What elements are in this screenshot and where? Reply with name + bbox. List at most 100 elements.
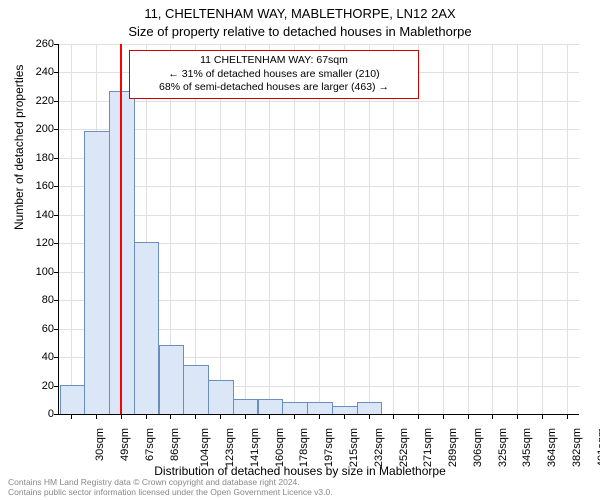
x-tick-label: 123sqm xyxy=(224,428,236,467)
x-tick-mark xyxy=(468,414,469,419)
y-tick-label: 260 xyxy=(14,38,54,50)
x-tick-label: 30sqm xyxy=(94,428,106,461)
y-tick-label: 140 xyxy=(14,209,54,221)
x-tick-label: 141sqm xyxy=(249,428,261,467)
bar xyxy=(159,345,185,414)
gridline-vertical xyxy=(319,44,320,414)
gridline-vertical xyxy=(468,44,469,414)
gridline-vertical xyxy=(195,44,196,414)
gridline-vertical xyxy=(294,44,295,414)
x-tick-mark xyxy=(96,414,97,419)
y-tick-mark xyxy=(54,386,59,387)
bar xyxy=(332,406,358,414)
gridline-vertical xyxy=(418,44,419,414)
x-tick-mark xyxy=(319,414,320,419)
x-tick-label: 271sqm xyxy=(422,428,434,467)
y-tick-mark xyxy=(54,44,59,45)
x-tick-mark xyxy=(269,414,270,419)
x-tick-mark xyxy=(369,414,370,419)
x-tick-mark xyxy=(146,414,147,419)
bar xyxy=(208,380,234,414)
x-tick-label: 49sqm xyxy=(119,428,131,461)
y-tick-label: 60 xyxy=(14,323,54,335)
x-tick-label: 215sqm xyxy=(348,428,360,467)
y-tick-mark xyxy=(54,329,59,330)
y-tick-label: 160 xyxy=(14,180,54,192)
annotation-line3: 68% of semi-detached houses are larger (… xyxy=(136,81,412,95)
y-tick-label: 80 xyxy=(14,294,54,306)
gridline-vertical xyxy=(245,44,246,414)
x-tick-mark xyxy=(443,414,444,419)
x-tick-label: 197sqm xyxy=(323,428,335,467)
x-tick-label: 178sqm xyxy=(299,428,311,467)
x-tick-mark xyxy=(418,414,419,419)
x-tick-mark xyxy=(220,414,221,419)
y-tick-label: 240 xyxy=(14,66,54,78)
y-tick-mark xyxy=(54,158,59,159)
y-tick-mark xyxy=(54,129,59,130)
x-tick-mark xyxy=(567,414,568,419)
y-tick-mark xyxy=(54,186,59,187)
x-tick-label: 345sqm xyxy=(521,428,533,467)
y-tick-mark xyxy=(54,101,59,102)
x-tick-mark xyxy=(294,414,295,419)
x-tick-label: 67sqm xyxy=(144,428,156,461)
bar xyxy=(109,91,135,414)
bar xyxy=(134,242,160,414)
x-tick-label: 232sqm xyxy=(373,428,385,467)
y-tick-label: 20 xyxy=(14,380,54,392)
y-tick-label: 100 xyxy=(14,266,54,278)
footer-attribution: Contains HM Land Registry data © Crown c… xyxy=(8,478,333,498)
gridline-vertical xyxy=(220,44,221,414)
y-tick-label: 200 xyxy=(14,123,54,135)
gridline-vertical xyxy=(71,44,72,414)
gridline-vertical xyxy=(492,44,493,414)
x-tick-mark xyxy=(344,414,345,419)
y-tick-mark xyxy=(54,414,59,415)
x-tick-label: 160sqm xyxy=(274,428,286,467)
x-tick-mark xyxy=(245,414,246,419)
chart-container: 11, CHELTENHAM WAY, MABLETHORPE, LN12 2A… xyxy=(0,0,600,500)
y-tick-label: 180 xyxy=(14,152,54,164)
annotation-box: 11 CHELTENHAM WAY: 67sqm← 31% of detache… xyxy=(129,50,419,99)
gridline-vertical xyxy=(517,44,518,414)
chart-title-line1: 11, CHELTENHAM WAY, MABLETHORPE, LN12 2A… xyxy=(0,6,600,21)
plot-area: 11 CHELTENHAM WAY: 67sqm← 31% of detache… xyxy=(58,44,579,415)
x-tick-mark xyxy=(517,414,518,419)
y-tick-mark xyxy=(54,243,59,244)
gridline-vertical xyxy=(369,44,370,414)
chart-title-line2: Size of property relative to detached ho… xyxy=(0,24,600,39)
bar xyxy=(60,385,86,414)
y-tick-label: 120 xyxy=(14,237,54,249)
gridline-vertical xyxy=(269,44,270,414)
gridline-vertical xyxy=(344,44,345,414)
y-tick-mark xyxy=(54,300,59,301)
gridline-vertical xyxy=(393,44,394,414)
annotation-line1: 11 CHELTENHAM WAY: 67sqm xyxy=(136,54,412,68)
x-tick-mark xyxy=(393,414,394,419)
bar xyxy=(183,365,209,414)
x-tick-mark xyxy=(71,414,72,419)
annotation-line2: ← 31% of detached houses are smaller (21… xyxy=(136,68,412,82)
x-tick-label: 325sqm xyxy=(497,428,509,467)
y-tick-label: 220 xyxy=(14,95,54,107)
highlight-line xyxy=(120,44,122,414)
x-tick-label: 401sqm xyxy=(596,428,600,467)
y-tick-mark xyxy=(54,215,59,216)
bar xyxy=(84,131,110,414)
x-tick-mark xyxy=(542,414,543,419)
gridline-vertical xyxy=(567,44,568,414)
x-tick-label: 382sqm xyxy=(571,428,583,467)
y-tick-label: 0 xyxy=(14,408,54,420)
y-axis-label: Number of detached properties xyxy=(12,65,26,230)
x-tick-label: 364sqm xyxy=(546,428,558,467)
y-tick-mark xyxy=(54,72,59,73)
bar xyxy=(233,399,259,414)
y-tick-mark xyxy=(54,357,59,358)
x-tick-label: 306sqm xyxy=(472,428,484,467)
bar xyxy=(357,402,383,414)
x-tick-label: 86sqm xyxy=(169,428,181,461)
x-tick-mark xyxy=(492,414,493,419)
footer-line2: Contains public sector information licen… xyxy=(8,488,333,498)
x-tick-mark xyxy=(170,414,171,419)
